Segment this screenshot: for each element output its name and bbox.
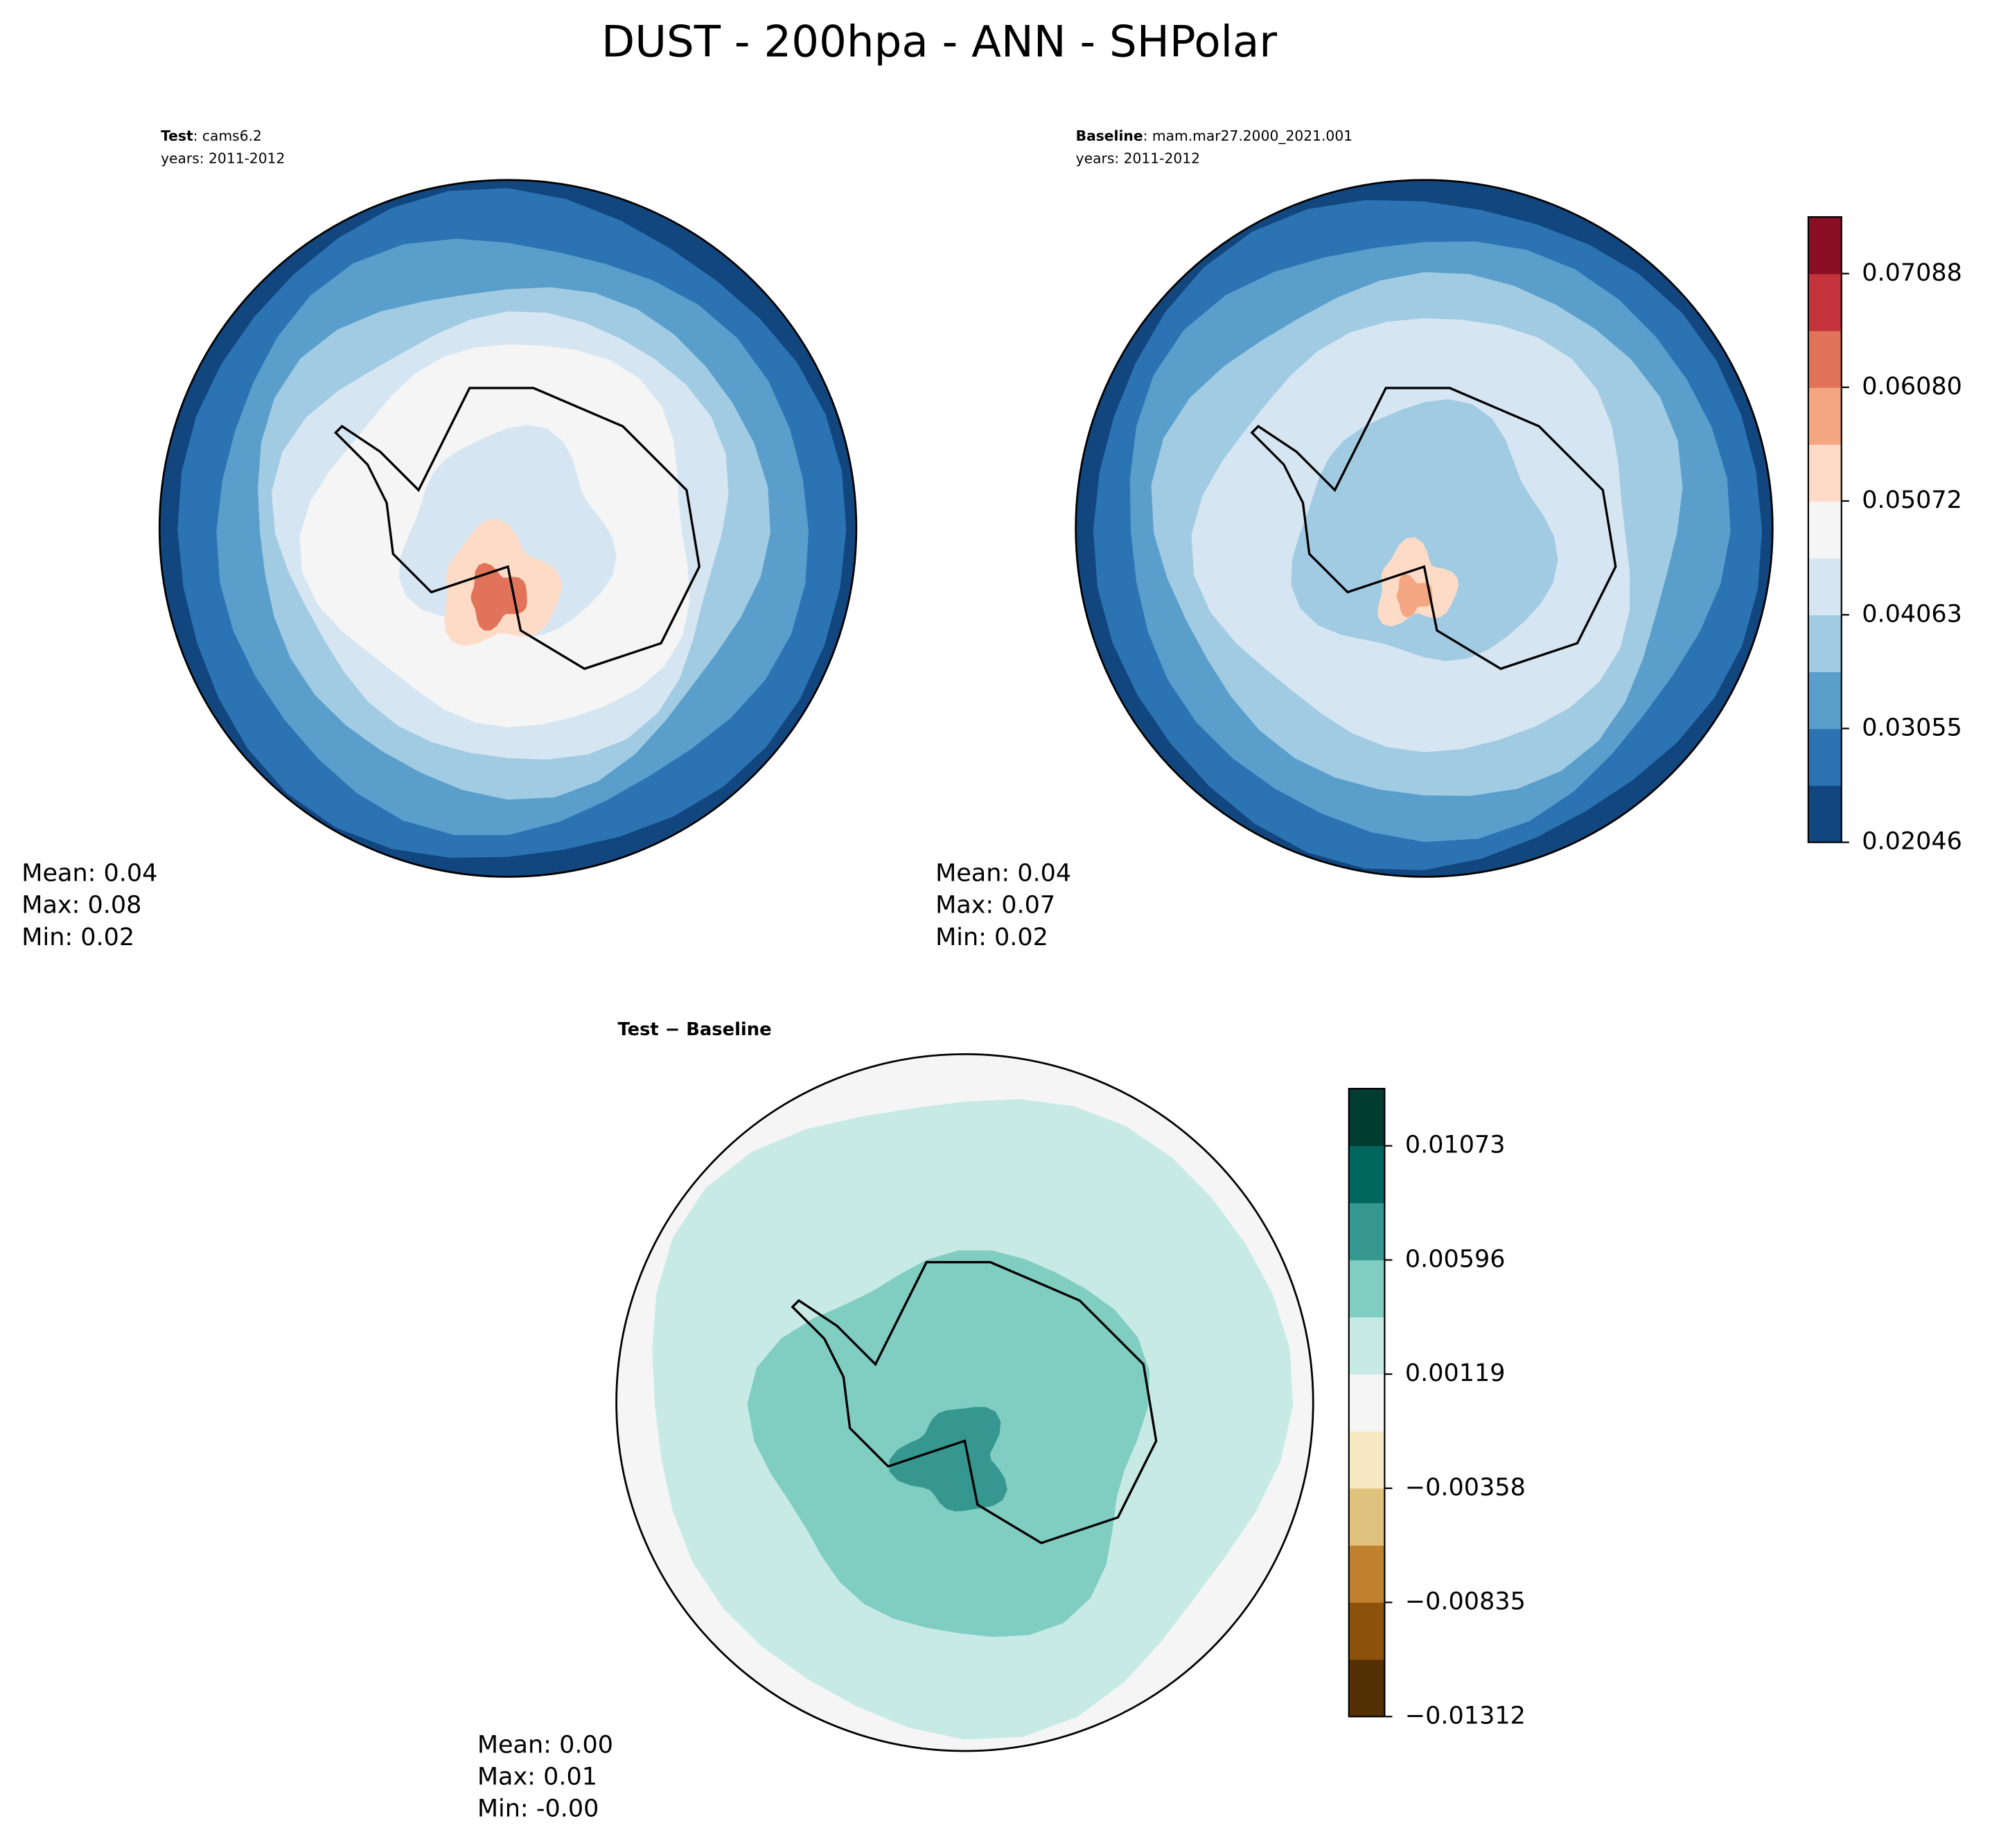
colorbar-band: [1348, 1145, 1385, 1204]
coastline: [1250, 387, 1617, 670]
map-panel: Baseline: mam.mar27.2000_2021.001 years: …: [935, 127, 1962, 951]
panel-subtitle: Test − Baseline: [617, 1019, 771, 1040]
panel-subtitle: Baseline: mam.mar27.2000_2021.001: [1076, 127, 1352, 144]
colorbar-tick-label: 0.02046: [1862, 828, 1962, 856]
panel-stat: Mean: 0.00: [477, 1732, 613, 1759]
subtitle-rest: : cams6.2: [193, 127, 262, 144]
colorbar-band: [1808, 615, 1842, 673]
colorbar-band: [1808, 387, 1842, 445]
colorbar-band: [1348, 1317, 1385, 1375]
panel-stat: Min: 0.02: [935, 924, 1048, 951]
map-border: [1075, 179, 1774, 878]
map-border: [615, 1053, 1314, 1752]
subtitle-bold: Test: [161, 127, 193, 144]
colorbar-tick-label: −0.00358: [1405, 1474, 1526, 1502]
colorbar-band: [1348, 1373, 1385, 1432]
colorbar-tick-label: −0.01312: [1405, 1702, 1526, 1730]
colorbar-band: [1348, 1202, 1385, 1260]
panel-stat: Min: 0.02: [21, 924, 134, 951]
panel-subtitle: Test: cams6.2: [161, 127, 262, 144]
panel-stat: Mean: 0.04: [935, 860, 1071, 888]
subtitle-bold: Baseline: [1076, 127, 1143, 144]
map-fill: [616, 1054, 1314, 1752]
colorbar-band: [1348, 1260, 1385, 1318]
colorbar-band: [1808, 558, 1842, 615]
subtitle-rest: : mam.mar27.2000_2021.001: [1143, 127, 1353, 144]
map-fill: [159, 179, 856, 877]
contour-band: [1377, 537, 1459, 627]
contour-band: [1291, 398, 1558, 662]
colorbar-band: [1348, 1089, 1385, 1147]
contour-band: [470, 563, 527, 631]
panel-stat: Max: 0.07: [935, 892, 1055, 919]
colorbar-tick-label: 0.03055: [1862, 714, 1962, 741]
panel-years: years: 2011-2012: [161, 150, 285, 167]
panel-stat: Max: 0.01: [477, 1763, 597, 1791]
colorbar-band: [1808, 671, 1842, 730]
panel-stat: Mean: 0.04: [21, 860, 157, 888]
panel-stat: Max: 0.08: [21, 892, 141, 919]
colorbar-band: [1348, 1602, 1385, 1660]
colorbar-tick-label: −0.00835: [1405, 1588, 1526, 1616]
panel-stat: Min: -0.00: [477, 1795, 599, 1823]
colorbar-tick-label: 0.00596: [1405, 1245, 1506, 1273]
colorbar-frame: [1348, 1087, 1386, 1718]
coastline: [791, 1260, 1158, 1545]
map-border: [158, 179, 858, 878]
colorbar-band: [1348, 1659, 1385, 1717]
map-panel: Test: cams6.2 years: 2011-2012 Mean: 0.04 M…: [21, 127, 858, 951]
colorbar-frame: [1807, 216, 1842, 843]
colorbar-tick-label: 0.00119: [1405, 1359, 1506, 1387]
colorbar-tick-label: 0.01073: [1405, 1132, 1506, 1159]
colorbar-band: [1348, 1488, 1385, 1546]
panel-years: years: 2011-2012: [1076, 150, 1200, 167]
colorbar-band: [1808, 331, 1842, 388]
colorbar-tick-label: 0.06080: [1862, 373, 1962, 401]
colorbar-band: [1808, 274, 1842, 331]
colorbar-tick-label: 0.07088: [1862, 259, 1962, 287]
map-fill: [1075, 179, 1773, 877]
coastline: [334, 387, 701, 670]
colorbar-band: [1808, 444, 1842, 502]
contour-band: [1396, 574, 1433, 617]
colorbar-band: [1348, 1431, 1385, 1489]
colorbar-band: [1808, 501, 1842, 558]
contour-band: [889, 1407, 1007, 1512]
colorbar-band: [1808, 728, 1842, 786]
colorbar-tick-label: 0.04063: [1862, 600, 1962, 628]
colorbar-band: [1348, 1545, 1385, 1603]
colorbar-band: [1808, 785, 1842, 843]
map-panel: Test − Baseline Mean: 0.00 Max: 0.01 Min: -…: [477, 1019, 1526, 1823]
figure-title: DUST - 200hpa - ANN - SHPolar: [601, 17, 1277, 67]
colorbar-band: [1808, 217, 1842, 274]
colorbar-tick-label: 0.05072: [1862, 486, 1962, 514]
